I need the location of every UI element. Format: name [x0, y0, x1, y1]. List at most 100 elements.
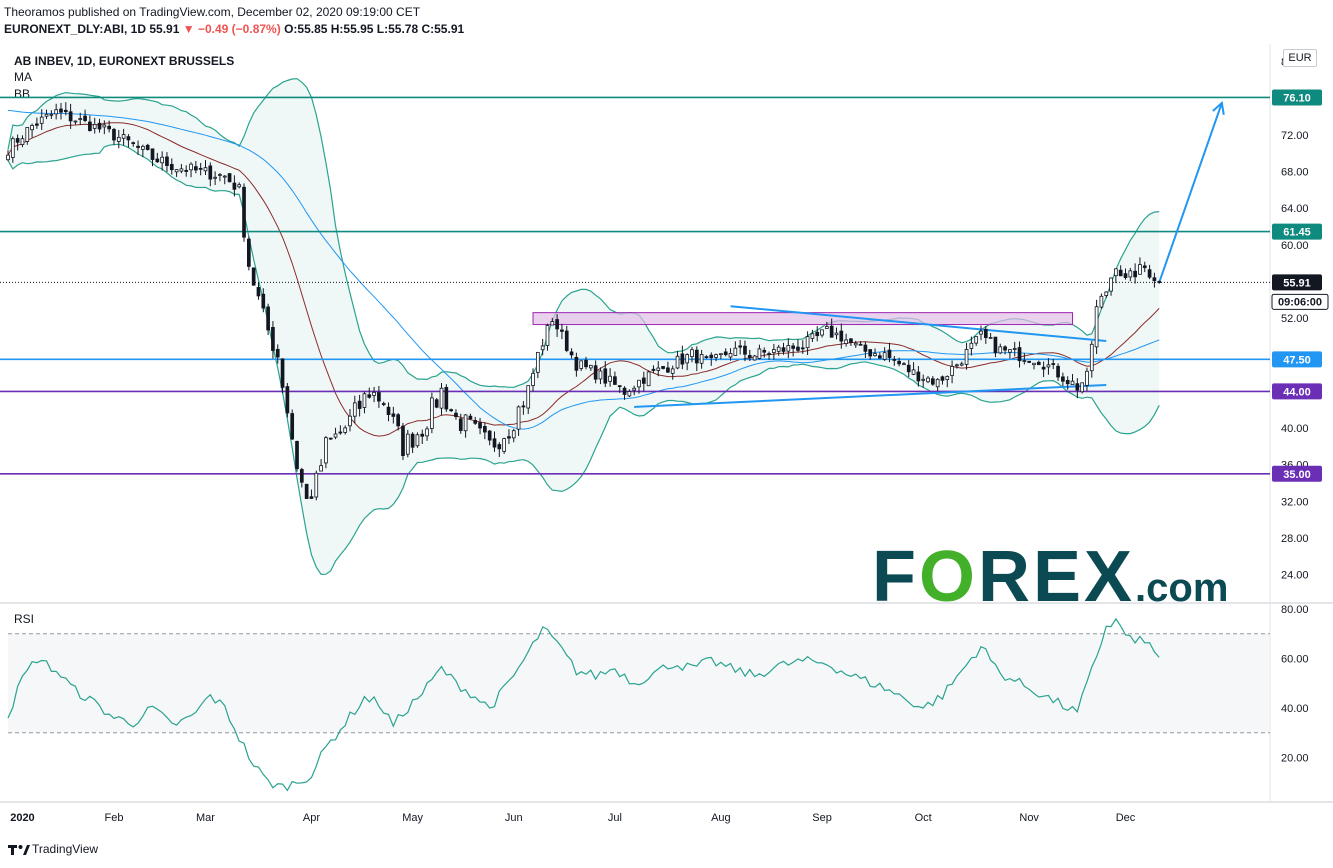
indicator-ma[interactable]: MA	[14, 70, 32, 84]
candle-body	[979, 330, 983, 335]
candle-body	[1089, 343, 1094, 372]
candle-body	[63, 109, 68, 113]
price-tick-label: 68.00	[1281, 167, 1309, 179]
candle-body	[834, 332, 839, 336]
candle-body	[1099, 295, 1104, 308]
candle-body	[83, 115, 87, 121]
tradingview-footer[interactable]: TradingView	[8, 842, 98, 856]
bollinger-basis	[7, 122, 1160, 437]
candle-body	[502, 438, 506, 452]
symbol-name[interactable]: EURONEXT_DLY:ABI, 1D	[4, 22, 147, 36]
candle-body	[39, 116, 44, 124]
candle-body	[892, 359, 897, 361]
candle-body	[194, 166, 198, 171]
candle-body	[73, 120, 78, 123]
candle-body	[88, 121, 92, 132]
level-label-44.00: 44.00	[1283, 386, 1311, 398]
candle-body	[372, 391, 376, 396]
candle-body	[521, 405, 526, 408]
candle-body	[877, 355, 882, 359]
candle-body	[415, 434, 420, 447]
candle-body	[916, 371, 921, 382]
candle-body	[78, 118, 83, 120]
candle-body	[169, 164, 174, 171]
candle-body	[690, 349, 694, 357]
candle-body	[434, 399, 439, 408]
candle-body	[1003, 346, 1007, 351]
candle-body	[805, 336, 810, 349]
candle-body	[1027, 360, 1032, 363]
candle-body	[352, 402, 357, 417]
candle-body	[405, 433, 410, 455]
candle-body	[969, 342, 974, 349]
time-tick-label: Apr	[303, 812, 320, 824]
candle-body	[256, 287, 261, 297]
candle-body	[391, 413, 396, 417]
candle-body	[165, 156, 169, 166]
candle-body	[1133, 270, 1137, 278]
candle-body	[598, 370, 603, 380]
candle-body	[622, 387, 627, 395]
candle-body	[897, 360, 901, 365]
indicator-rsi[interactable]: RSI	[14, 612, 35, 626]
candle-body	[747, 355, 752, 358]
candle-body	[478, 422, 482, 429]
candle-body	[425, 428, 429, 437]
candle-body	[1051, 363, 1056, 365]
candle-body	[560, 329, 564, 332]
level-tag-44.00	[1272, 383, 1322, 400]
candle-body	[54, 109, 59, 115]
candle-body	[666, 367, 670, 373]
candle-body	[993, 336, 998, 354]
candle-body	[738, 345, 742, 348]
candle-body	[1080, 382, 1084, 393]
candle-body	[887, 349, 892, 358]
last-price: 55.91	[149, 22, 180, 36]
price-tick-label: 72.00	[1281, 130, 1309, 142]
candle-body	[213, 176, 217, 179]
countdown-tag	[1271, 293, 1329, 310]
candle-body	[218, 174, 222, 176]
candle-body	[367, 394, 372, 398]
candle-body	[1056, 365, 1060, 378]
candle-body	[959, 363, 964, 366]
candle-body	[714, 354, 718, 358]
candle-body	[10, 138, 15, 158]
candle-body	[584, 359, 588, 368]
forex-logo: FOREX.com	[872, 537, 1229, 617]
candle-body	[1012, 348, 1017, 350]
candle-body	[511, 430, 516, 439]
candle-body	[473, 420, 478, 424]
candle-body	[1152, 277, 1157, 282]
time-tick-label: Feb	[104, 812, 123, 824]
candle-body	[1046, 364, 1051, 368]
candle-body	[1123, 273, 1128, 278]
time-tick-label: Jun	[505, 812, 523, 824]
candle-body	[468, 415, 473, 420]
candle-body	[497, 444, 502, 450]
candle-body	[275, 348, 280, 358]
candle-body	[439, 387, 444, 409]
candle-body	[1142, 265, 1147, 269]
symbol-line: EURONEXT_DLY:ABI, 1D 55.91 ▼ −0.49 (−0.8…	[4, 22, 464, 36]
candle-body	[319, 465, 323, 472]
candle-body	[507, 436, 511, 439]
candle-body	[926, 377, 930, 383]
rsi-tick-label: 40.00	[1281, 703, 1309, 715]
tradingview-logo-icon	[8, 843, 30, 855]
rsi-tick-label: 60.00	[1281, 653, 1309, 665]
last-price-tag	[1272, 274, 1322, 291]
candle-body	[1041, 366, 1046, 370]
projection-arrow-head	[1212, 100, 1225, 115]
candle-body	[574, 356, 579, 371]
candle-body	[935, 378, 940, 388]
candle-body	[772, 349, 776, 353]
candle-body	[988, 337, 993, 339]
candle-body	[343, 427, 348, 433]
candle-body	[545, 325, 550, 346]
candle-body	[983, 328, 988, 338]
currency-button[interactable]: EUR	[1283, 49, 1317, 67]
candle-body	[121, 134, 126, 139]
candle-body	[304, 483, 309, 499]
